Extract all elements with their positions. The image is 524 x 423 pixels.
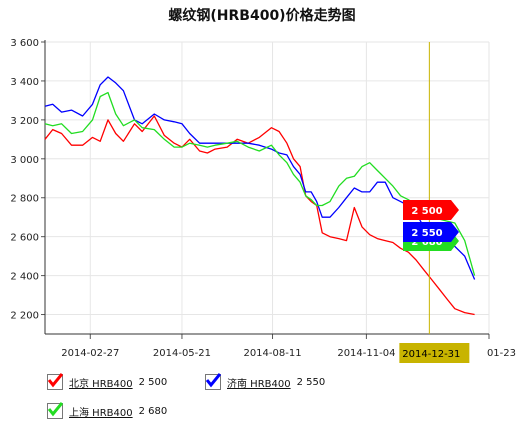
x-tick-label: 01-23 xyxy=(487,348,516,359)
legend-series-name[interactable]: 北京 HRB400 xyxy=(69,378,133,390)
series-flag-value: 2 500 xyxy=(411,206,442,217)
check-icon xyxy=(205,373,221,388)
legend-series-value: 2 550 xyxy=(296,376,326,388)
series-flag-value: 2 550 xyxy=(411,228,442,239)
y-tick-label: 3 600 xyxy=(10,38,39,49)
series-flag-value: 2 680 xyxy=(411,237,442,248)
y-tick-label: 3 400 xyxy=(10,77,39,88)
legend-item-beijing[interactable]: 北京 HRB400 2 500 xyxy=(47,373,168,390)
series-flag-0 xyxy=(403,200,459,220)
x-tick-label: 2014-11-04 xyxy=(337,348,395,359)
check-icon xyxy=(47,373,63,388)
legend-series-value: 2 500 xyxy=(138,376,168,388)
legend-checkbox-beijing[interactable] xyxy=(47,373,63,390)
legend-checkbox-jinan[interactable] xyxy=(205,373,221,390)
y-tick-label: 3 000 xyxy=(10,155,39,166)
y-tick-label: 2 800 xyxy=(10,194,39,205)
chart-title: 螺纹钢(HRB400)价格走势图 xyxy=(168,7,355,24)
y-tick-label: 2 400 xyxy=(10,272,39,283)
legend-checkbox-shanghai[interactable] xyxy=(47,402,63,419)
legend-series-value: 2 680 xyxy=(138,405,168,417)
grid-lines xyxy=(45,41,490,334)
check-icon xyxy=(47,402,63,417)
legend-item-jinan[interactable]: 济南 HRB400 2 550 xyxy=(205,373,326,390)
x-tick-label: 2014-08-11 xyxy=(243,348,301,359)
series-lines xyxy=(44,76,476,316)
legend-item-shanghai[interactable]: 上海 HRB400 2 680 xyxy=(47,402,168,419)
y-tick-label: 3 200 xyxy=(10,116,39,127)
date-cursor[interactable]: 2014-12-31 xyxy=(399,42,470,363)
series-flag-1 xyxy=(403,222,459,242)
legend-series-name[interactable]: 上海 HRB400 xyxy=(69,407,133,419)
cursor-date-badge xyxy=(399,343,470,363)
x-tick-label: 2014-05-21 xyxy=(153,348,211,359)
series-line-2 xyxy=(44,91,476,276)
y-tick-label: 2 200 xyxy=(10,311,39,322)
x-tick-label: 2014-02-27 xyxy=(61,348,119,359)
legend-series-name[interactable]: 济南 HRB400 xyxy=(227,378,291,390)
cursor-date-label: 2014-12-31 xyxy=(402,349,460,360)
y-tick-label: 2 600 xyxy=(10,233,39,244)
axes: 3 600 3 400 3 200 3 000 2 800 2 600 2 400 2 200… xyxy=(10,38,516,359)
